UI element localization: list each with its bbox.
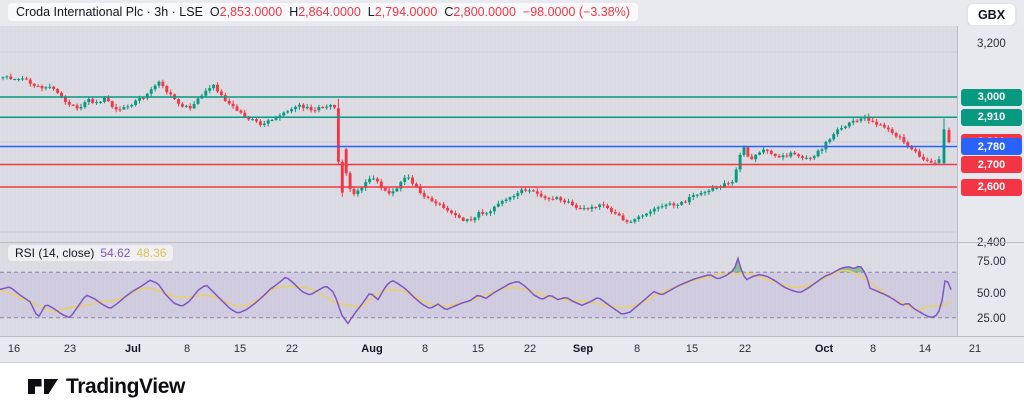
price-level-label: 2,600: [961, 178, 1022, 196]
currency-button[interactable]: GBX: [967, 3, 1016, 26]
time-axis-label: 16: [7, 343, 21, 355]
time-axis-label: 21: [968, 343, 982, 355]
change-value: −98.0000 (−3.38%): [522, 5, 630, 19]
axis-tick: 2,400: [977, 237, 1006, 249]
time-axis-label: 8: [869, 343, 877, 355]
rsi-value: 54.62: [100, 246, 131, 260]
time-axis-label: 8: [633, 343, 641, 355]
price-level-label: 2,700: [961, 156, 1022, 173]
chart-canvas[interactable]: [0, 0, 957, 362]
time-axis-label: Jul: [125, 343, 141, 355]
time-axis-label: 8: [183, 343, 191, 355]
price-scale[interactable]: 3,2002,40075.0050.0025.003,0002,9102,800…: [957, 26, 1024, 336]
time-axis-label: 8: [421, 343, 429, 355]
ohlc-high: H2,864.0000: [289, 5, 361, 19]
tradingview-logo-icon: [28, 379, 58, 394]
symbol-title: Croda International Plc · 3h · LSE: [16, 5, 203, 19]
price-level-label: 2,780: [961, 138, 1022, 155]
time-axis-label: Aug: [361, 343, 383, 355]
time-axis-label: 15: [685, 343, 699, 355]
footer-bar: TradingView: [0, 362, 1024, 411]
time-axis-label: 15: [471, 343, 485, 355]
price-pane[interactable]: [0, 26, 957, 242]
time-axis-label: 22: [523, 343, 537, 355]
axis-tick: 75.00: [977, 256, 1006, 268]
time-scale[interactable]: 16 23 Jul 8 15 22 Aug 8 15 22 Sep 8 15 22 Oct 8 14 21: [0, 336, 1024, 363]
ohlc-low: L2,794.0000: [367, 5, 438, 19]
tradingview-logo-text: TradingView: [66, 375, 185, 398]
tradingview-logo[interactable]: TradingView: [28, 375, 185, 399]
time-axis-label: Oct: [814, 343, 834, 355]
ohlc-open: O2,853.0000: [209, 5, 283, 19]
time-axis-label: Sep: [572, 343, 594, 355]
rsi-legend[interactable]: RSI (14, close) 54.62 48.36: [8, 245, 174, 261]
axis-tick: 25.00: [977, 313, 1006, 325]
axis-tick: 50.00: [977, 288, 1006, 300]
chart-header: Croda International Plc · 3h · LSE O2,85…: [0, 0, 1024, 26]
symbol-legend[interactable]: Croda International Plc · 3h · LSE O2,85…: [8, 3, 638, 21]
price-level-label: 2,910: [961, 108, 1022, 126]
rsi-ma-value: 48.36: [136, 246, 167, 260]
ohlc-close: C2,800.0000: [444, 5, 516, 19]
rsi-name: RSI (14, close): [15, 246, 95, 260]
axis-tick: 3,200: [977, 38, 1006, 50]
time-axis-label: 22: [285, 343, 299, 355]
time-axis-label: 22: [738, 343, 752, 355]
time-axis-label: 14: [918, 343, 932, 355]
pane-separator[interactable]: [957, 242, 1024, 243]
time-axis-label: 15: [233, 343, 247, 355]
time-axis-label: 23: [63, 343, 77, 355]
price-level-label: 3,000: [961, 88, 1022, 106]
